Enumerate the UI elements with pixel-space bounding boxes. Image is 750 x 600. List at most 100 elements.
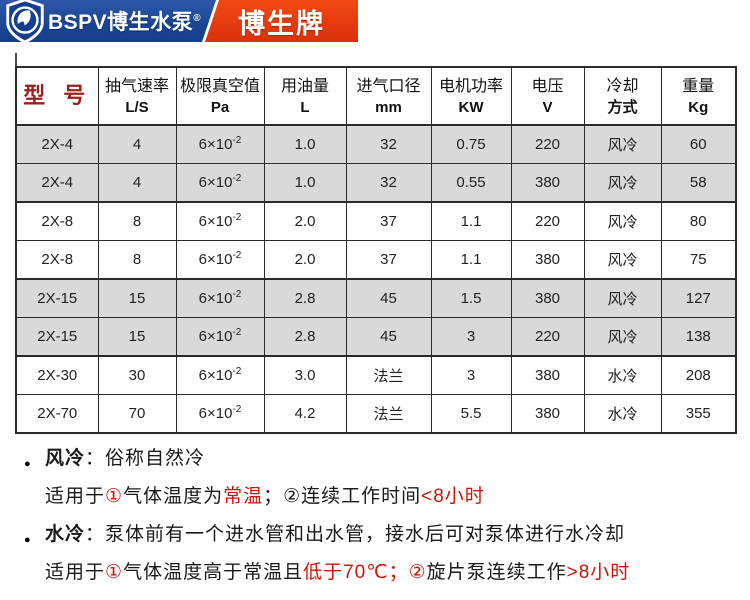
cell-vacuum: 6×10-2	[175, 163, 265, 203]
cell-inlet: 37	[345, 240, 432, 280]
cell-weight: 58	[660, 163, 737, 203]
cell-weight: 138	[660, 317, 737, 357]
cell-oil: 4.2	[263, 394, 347, 434]
column-title: 冷却	[606, 77, 639, 95]
cell-cooling: 风冷	[583, 240, 662, 280]
cell-weight: 75	[660, 240, 737, 280]
cell-voltage: 380	[510, 355, 585, 395]
cell-voltage: 380	[510, 163, 585, 203]
table-row: 2X-15 15 6×10-2 2.8 45 3 220 风冷 138	[15, 317, 737, 357]
cell-model: 2X-8	[15, 201, 99, 241]
cell-voltage: 220	[510, 317, 585, 357]
cell-speed: 8	[97, 201, 177, 241]
cell-voltage: 380	[510, 394, 585, 434]
note-text-segment: 适用于	[45, 562, 106, 583]
cell-inlet: 32	[345, 124, 432, 164]
note-text-segment: ②	[408, 562, 427, 583]
column-unit: mm	[375, 98, 402, 116]
vacuum-exponent: -2	[232, 289, 242, 300]
note-text-segment: 旋片泵连续工作	[426, 562, 567, 583]
vacuum-exponent: -2	[232, 135, 242, 146]
vacuum-exponent: -2	[232, 212, 242, 223]
note-line: 适用于①气体温度高于常温且低于70℃；②旋片泵连续工作>8小时	[18, 562, 734, 584]
cell-oil: 3.0	[263, 355, 347, 395]
column-header-7: 冷却 方式	[583, 66, 662, 126]
column-title: 重量	[682, 77, 715, 95]
registered-trademark-icon: ®	[193, 13, 202, 24]
cell-voltage: 380	[510, 240, 585, 280]
table-row: 2X-8 8 6×10-2 2.0 37 1.1 380 风冷 75	[15, 240, 737, 280]
column-title: 进气口径	[356, 77, 421, 95]
cell-cooling: 风冷	[583, 163, 662, 203]
note-text-segment: 水冷	[45, 524, 86, 545]
cell-speed: 15	[97, 278, 177, 318]
cell-vacuum: 6×10-2	[175, 355, 265, 395]
cell-cooling: 风冷	[583, 201, 662, 241]
note-line: ● 风冷：俗称自然冷	[18, 448, 734, 470]
column-header-3: 用油量 L	[263, 66, 347, 126]
cell-power: 5.5	[430, 394, 512, 434]
vacuum-exponent: -2	[232, 327, 242, 338]
note-text-segment: 适用于	[45, 486, 106, 507]
cell-cooling: 风冷	[583, 124, 662, 164]
cell-voltage: 220	[510, 124, 585, 164]
vacuum-exponent: -2	[232, 173, 242, 184]
note-text-segment: 气体温度高于常温且	[123, 562, 304, 583]
note-text-segment: 低于70℃	[303, 562, 389, 583]
brand-logo-text: BSPV博生水泵®	[48, 6, 201, 36]
column-header-5: 电机功率 KW	[430, 66, 512, 126]
column-unit: KW	[458, 98, 484, 116]
column-header-6: 电压 V	[510, 66, 585, 126]
note-text-segment: ①	[105, 562, 124, 583]
cell-cooling: 风冷	[583, 317, 662, 357]
cell-vacuum: 6×10-2	[175, 201, 265, 241]
cell-model: 2X-15	[15, 278, 99, 318]
cell-weight: 80	[660, 201, 737, 241]
cell-inlet: 45	[345, 278, 432, 318]
table-body: 2X-4 4 6×10-2 1.0 32 0.75 220 风冷 60 2X-4 4 6×10-2 1.…	[15, 124, 737, 434]
cell-power: 3	[430, 355, 512, 395]
cell-model: 2X-15	[15, 317, 99, 357]
cell-vacuum: 6×10-2	[175, 240, 265, 280]
note-text-segment: ：泵体前有一个进水管和出水管，接水后可对泵体进行水冷却	[85, 524, 626, 545]
column-header-2: 极限真空值 Pa	[175, 66, 265, 126]
cell-speed: 4	[97, 124, 177, 164]
cell-cooling: 风冷	[583, 278, 662, 318]
cell-power: 1.1	[430, 240, 512, 280]
cell-model: 2X-4	[15, 163, 99, 203]
cell-inlet: 法兰	[345, 394, 432, 434]
vacuum-exponent: -2	[232, 366, 242, 377]
cell-oil: 2.0	[263, 240, 347, 280]
cell-vacuum: 6×10-2	[175, 278, 265, 318]
vacuum-exponent: -2	[232, 250, 242, 261]
column-unit: Pa	[210, 98, 230, 116]
vacuum-exponent: -2	[232, 404, 242, 415]
cell-voltage: 220	[510, 201, 585, 241]
column-header-0: 型 号	[15, 66, 99, 126]
note-text-segment: ：俗称自然冷	[85, 448, 206, 469]
cell-oil: 2.0	[263, 201, 347, 241]
note-line: ● 水冷：泵体前有一个进水管和出水管，接水后可对泵体进行水冷却	[18, 524, 734, 546]
table-row: 2X-4 4 6×10-2 1.0 32 0.55 380 风冷 58	[15, 163, 737, 203]
note-text-segment: 常温	[223, 486, 264, 507]
bullet-icon: ●	[24, 458, 32, 470]
cell-inlet: 32	[345, 163, 432, 203]
cell-weight: 127	[660, 278, 737, 318]
column-title: 型 号	[23, 83, 92, 108]
cell-power: 1.5	[430, 278, 512, 318]
brand-name: BSPV博生水泵	[48, 11, 194, 34]
note-text-segment: ①	[105, 486, 124, 507]
column-title: 电压	[531, 77, 564, 95]
cell-vacuum: 6×10-2	[175, 317, 265, 357]
table-corner-tick	[15, 53, 17, 66]
cell-model: 2X-30	[15, 355, 99, 395]
cell-inlet: 37	[345, 201, 432, 241]
cell-model: 2X-8	[15, 240, 99, 280]
column-unit: L	[300, 98, 310, 116]
cell-power: 0.55	[430, 163, 512, 203]
note-line: 适用于①气体温度为常温；②连续工作时间<8小时	[18, 486, 734, 508]
cell-cooling: 水冷	[583, 394, 662, 434]
cell-oil: 1.0	[263, 124, 347, 164]
column-unit: V	[542, 98, 553, 116]
cell-speed: 8	[97, 240, 177, 280]
